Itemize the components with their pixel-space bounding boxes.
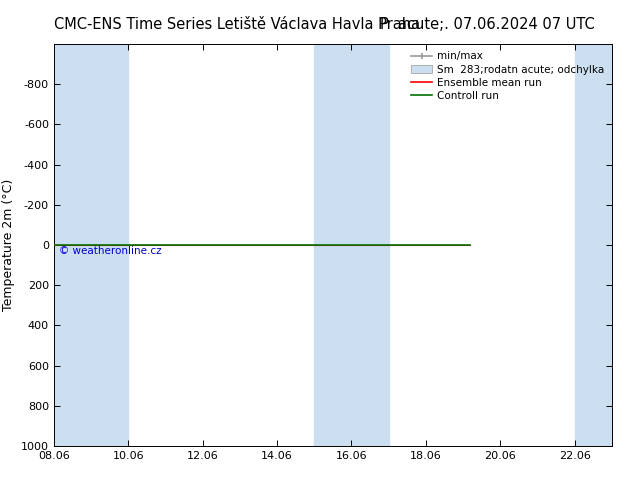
Bar [54,44,91,446]
Y-axis label: Temperature 2m (°C): Temperature 2m (°C) [3,179,15,311]
Text: CMC-ENS Time Series Letiště Václava Havla Praha: CMC-ENS Time Series Letiště Václava Havl… [54,17,420,32]
Bar [314,44,351,446]
Bar [91,44,128,446]
Bar [351,44,389,446]
Legend: min/max, Sm  283;rodatn acute; odchylka, Ensemble mean run, Controll run: min/max, Sm 283;rodatn acute; odchylka, … [407,47,609,105]
Text: © weatheronline.cz: © weatheronline.cz [60,246,162,256]
Bar [574,44,612,446]
Text: P  acute;. 07.06.2024 07 UTC: P acute;. 07.06.2024 07 UTC [380,17,595,32]
